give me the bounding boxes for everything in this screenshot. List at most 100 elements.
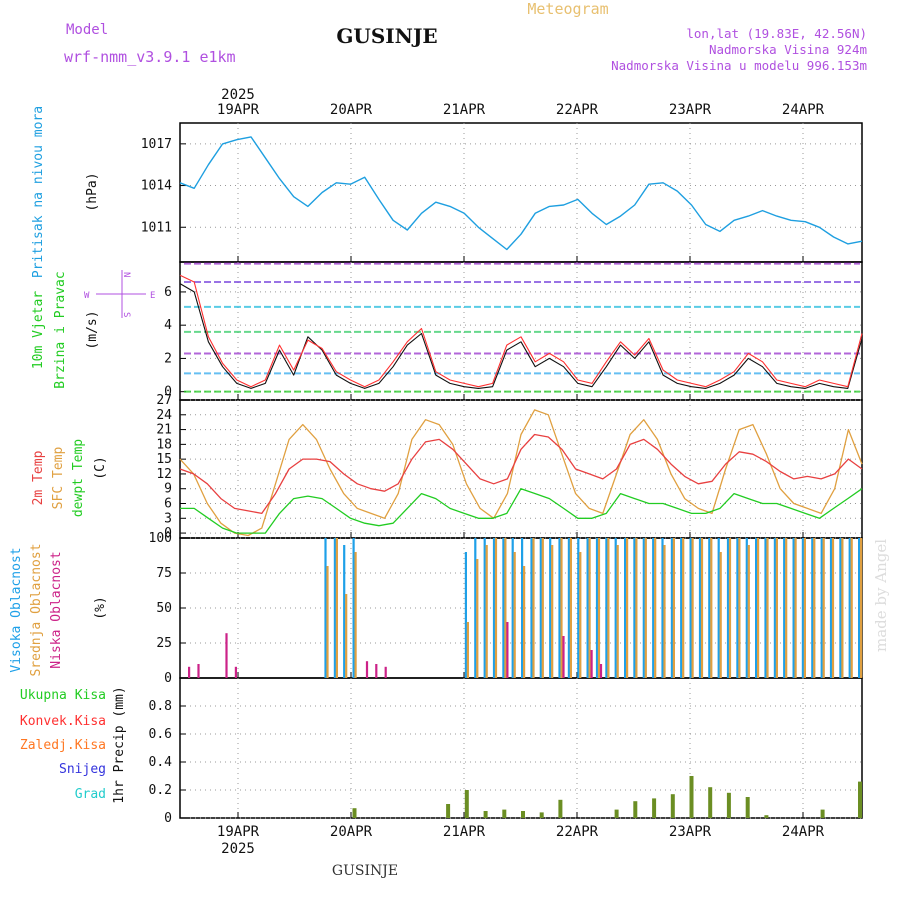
pressure-ylabel: Pritisak na nivou mora	[31, 106, 46, 278]
cloud-bar-1-17	[345, 594, 348, 678]
cloud-bar-1-52	[672, 538, 675, 678]
cloud-bar-1-32	[485, 545, 488, 678]
cloud-bar-0-38	[539, 538, 542, 678]
cloud-bar-0-35	[511, 538, 514, 678]
cloud-bar-0-42	[577, 538, 580, 678]
cloud-bar-1-69	[831, 538, 835, 678]
ytick-label-temperature-8: 24	[156, 408, 172, 423]
cloud-bar-1-41	[569, 538, 572, 678]
cloud-bar-2-0	[188, 666, 191, 678]
cloud-bar-1-61	[757, 538, 760, 678]
cloud-bar-2-43	[590, 650, 593, 678]
ytick-label-temperature-7: 21	[156, 423, 172, 438]
cloud-bar-0-16	[333, 538, 336, 678]
cloud-bar-0-41	[567, 538, 570, 678]
compass-s: S	[121, 312, 131, 317]
cloud-bar-1-47	[626, 538, 629, 678]
precip-legend-grad: Grad	[75, 787, 106, 802]
precip-bar-16	[483, 811, 488, 818]
altitude-label: Nadmorska Visina 924m	[709, 42, 867, 57]
bottom-date-2: 21APR	[443, 824, 486, 840]
precip-bar-26	[670, 794, 675, 818]
precip-bar-24	[633, 801, 638, 818]
cloud-bar-1-16	[335, 538, 338, 678]
cloud-bar-0-17	[343, 545, 346, 678]
precip-legend-frz: Zaledj.Kisa	[20, 738, 106, 753]
cloud-bar-0-47	[624, 538, 627, 678]
ytick-label-cloud-0: 0	[164, 671, 172, 686]
meteogram-title: Meteogram	[527, 0, 608, 18]
ytick-label-temperature-6: 18	[156, 437, 172, 452]
cloud-bar-1-66	[803, 538, 806, 678]
cloud-bar-0-63	[773, 538, 776, 678]
cloud-bar-0-40	[558, 538, 561, 678]
temp-sfc-line	[179, 409, 863, 537]
cloud-bar-0-62	[764, 538, 767, 678]
cloud-ylabel-3: Niska Oblacnost	[49, 551, 64, 668]
cloud-bar-1-72	[860, 538, 863, 678]
cloud-bar-1-67	[813, 538, 816, 678]
cloud-bar-1-49	[644, 538, 647, 678]
cloud-bar-1-46	[616, 545, 619, 678]
wind-compass-icon: N S W E	[84, 270, 155, 318]
cloud-bar-1-55	[700, 538, 704, 678]
cloud-bar-0-50	[652, 538, 655, 678]
cloud-bar-0-52	[670, 538, 673, 678]
cloud-bar-2-19	[365, 661, 369, 678]
cloud-bar-1-34	[504, 538, 507, 678]
top-date-5: 24APR	[782, 102, 825, 118]
cloud-bar-1-15	[326, 566, 329, 678]
cloud-bar-2-5	[234, 666, 237, 678]
cloud-bar-0-39	[549, 538, 552, 678]
precip-legend-total: Ukupna Kisa	[20, 688, 106, 703]
ytick-label-precip-1: 0.2	[149, 783, 172, 798]
cloud-bar-1-65	[794, 538, 797, 678]
ytick-label-pressure-2: 1017	[141, 137, 172, 152]
cloud-bar-0-59	[736, 538, 739, 678]
cloud-bar-1-59	[738, 538, 741, 678]
cloud-bar-0-43	[586, 538, 589, 678]
cloud-bar-1-44	[597, 538, 601, 678]
ytick-label-precip-3: 0.6	[149, 727, 172, 742]
cloud-bar-1-40	[560, 538, 563, 678]
bottom-date-3: 22APR	[556, 824, 599, 840]
temp-ylabel-2: SFC Temp	[51, 447, 66, 510]
compass-e: E	[150, 291, 155, 301]
ytick-label-precip-2: 0.4	[149, 755, 173, 770]
cloud-bar-1-63	[775, 538, 778, 678]
wind-speed-line	[179, 283, 863, 389]
cloud-bar-2-21	[384, 666, 387, 678]
cloud-bar-0-66	[801, 538, 804, 678]
cloud-bar-0-68	[820, 538, 823, 678]
cloud-bar-0-15	[324, 538, 327, 678]
top-date-0: 19APR	[217, 102, 260, 118]
precip-bar-20	[558, 799, 563, 818]
precip-bar-19	[539, 812, 544, 818]
cloud-bar-1-35	[513, 552, 516, 678]
cloud-bar-1-60	[747, 545, 750, 678]
pressure-line	[179, 136, 863, 251]
top-date-4: 23APR	[669, 102, 712, 118]
cloud-bar-0-72	[858, 538, 861, 678]
cloud-bar-1-38	[541, 538, 544, 678]
cloud-bar-2-1	[197, 664, 200, 678]
cloud-bar-1-62	[766, 538, 769, 678]
cloud-bar-2-34	[506, 622, 509, 678]
cloud-bar-1-48	[635, 538, 638, 678]
ytick-label-precip-0: 0	[164, 811, 172, 826]
cloud-bar-1-45	[607, 538, 610, 678]
cloud-bar-1-51	[663, 545, 666, 678]
top-date-3: 22APR	[556, 102, 599, 118]
cloud-bar-1-50	[654, 538, 657, 678]
compass-w: W	[84, 291, 90, 301]
precip-bar-18	[521, 811, 525, 818]
cloud-bar-0-61	[755, 538, 758, 678]
precip-bar-29	[726, 792, 731, 818]
location-title: GUSINJE	[336, 24, 437, 48]
precip-legend-conv: Konvek.Kisa	[20, 714, 106, 729]
precip-bar-25	[652, 798, 657, 818]
ytick-label-temperature-5: 15	[156, 452, 172, 467]
top-year-label: 2025	[221, 87, 255, 103]
watermark: made by Angel	[872, 539, 890, 652]
